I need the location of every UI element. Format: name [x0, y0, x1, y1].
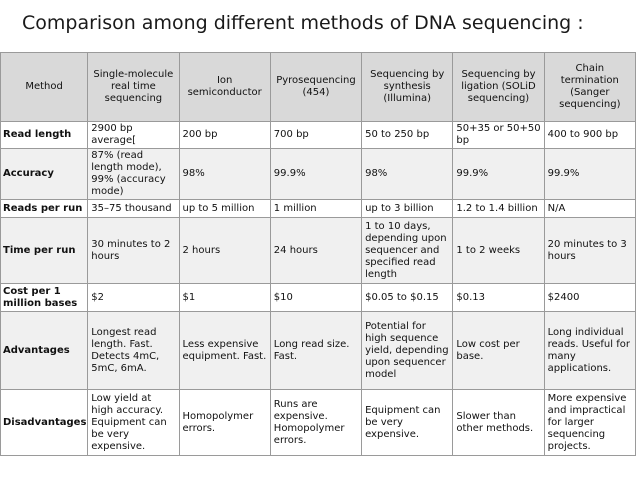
row-label: Reads per run: [0, 199, 89, 218]
table-cell: 20 minutes to 3 hours: [543, 217, 637, 284]
table-row: Read length 2900 bp average[ 200 bp 700 …: [0, 121, 637, 149]
table-cell: 98%: [361, 148, 454, 200]
table-cell: Slower than other methods.: [452, 389, 545, 456]
table-cell: 98%: [178, 148, 271, 200]
header-ion: Ion semiconductor: [178, 52, 271, 122]
table-cell: 1.2 to 1.4 billion: [452, 199, 545, 218]
table-cell: Runs are expensive. Homopolymer errors.: [269, 389, 363, 456]
table-cell: $2400: [543, 283, 637, 312]
comparison-table: Method Single-molecule real time sequenc…: [0, 52, 637, 456]
table-row: Reads per run 35–75 thousand up to 5 mil…: [0, 199, 637, 218]
table-cell: 2900 bp average[: [87, 121, 180, 149]
table-row: Time per run 30 minutes to 2 hours 2 hou…: [0, 217, 637, 284]
table-cell: 1 to 2 weeks: [452, 217, 545, 284]
table-cell: 400 to 900 bp: [543, 121, 637, 149]
table-header-row: Method Single-molecule real time sequenc…: [0, 52, 637, 122]
table-cell: 30 minutes to 2 hours: [87, 217, 180, 284]
table-cell: 35–75 thousand: [87, 199, 180, 218]
table-cell: Low cost per base.: [452, 311, 545, 390]
table-cell: 50+35 or 50+50 bp: [452, 121, 545, 149]
table-cell: $0.13: [452, 283, 545, 312]
row-label: Disadvantages: [0, 389, 89, 456]
table-cell: $1: [178, 283, 271, 312]
table-cell: up to 3 billion: [361, 199, 454, 218]
slide-title: Comparison among different methods of DN…: [22, 12, 584, 34]
row-label: Time per run: [0, 217, 89, 284]
table-cell: Homopolymer errors.: [178, 389, 271, 456]
table-cell: 200 bp: [178, 121, 271, 149]
table-cell: up to 5 million: [178, 199, 271, 218]
header-illumina: Sequencing by synthesis (Illumina): [361, 52, 454, 122]
table-cell: 1 million: [269, 199, 363, 218]
table-cell: More expensive and impractical for large…: [543, 389, 637, 456]
row-label: Read length: [0, 121, 89, 149]
header-sanger: Chain termination (Sanger sequencing): [543, 52, 637, 122]
table-cell: 2 hours: [178, 217, 271, 284]
table-cell: Low yield at high accuracy. Equipment ca…: [87, 389, 180, 456]
row-label: Cost per 1 million bases: [0, 283, 89, 312]
table-cell: Long read size. Fast.: [269, 311, 363, 390]
row-label: Advantages: [0, 311, 89, 390]
table-cell: 99.9%: [269, 148, 363, 200]
table-cell: N/A: [543, 199, 637, 218]
table-cell: $0.05 to $0.15: [361, 283, 454, 312]
table-cell: $10: [269, 283, 363, 312]
table-cell: Long individual reads. Useful for many a…: [543, 311, 637, 390]
table-cell: Potential for high sequence yield, depen…: [361, 311, 454, 390]
header-method: Method: [0, 52, 89, 122]
table-cell: Longest read length. Fast. Detects 4mC, …: [87, 311, 180, 390]
table-row: Accuracy 87% (read length mode), 99% (ac…: [0, 148, 637, 200]
table-cell: Equipment can be very expensive.: [361, 389, 454, 456]
header-smrt: Single-molecule real time sequencing: [87, 52, 180, 122]
table-cell: 1 to 10 days, depending upon sequencer a…: [361, 217, 454, 284]
table-cell: 99.9%: [543, 148, 637, 200]
table-cell: 87% (read length mode), 99% (accuracy mo…: [87, 148, 180, 200]
row-label: Accuracy: [0, 148, 89, 200]
header-pyro: Pyrosequencing (454): [269, 52, 363, 122]
table-cell: Less expensive equipment. Fast.: [178, 311, 271, 390]
table-row: Cost per 1 million bases $2 $1 $10 $0.05…: [0, 283, 637, 312]
table-cell: 24 hours: [269, 217, 363, 284]
table-cell: 99.9%: [452, 148, 545, 200]
table-cell: 700 bp: [269, 121, 363, 149]
table-row: Disadvantages Low yield at high accuracy…: [0, 389, 637, 456]
table-row: Advantages Longest read length. Fast. De…: [0, 311, 637, 390]
header-solid: Sequencing by ligation (SOLiD sequencing…: [452, 52, 545, 122]
table-cell: 50 to 250 bp: [361, 121, 454, 149]
table-cell: $2: [87, 283, 180, 312]
